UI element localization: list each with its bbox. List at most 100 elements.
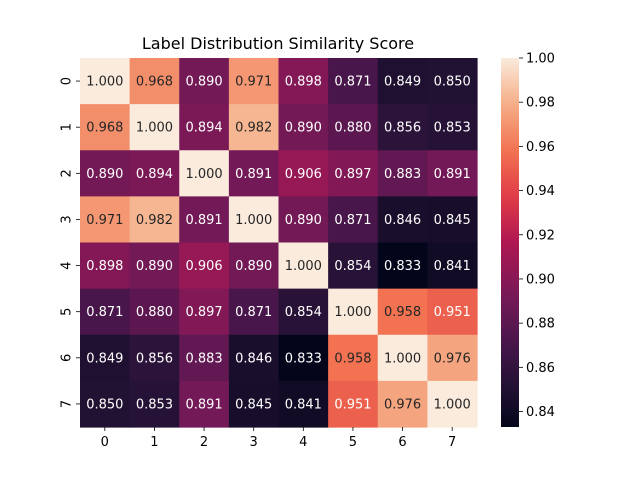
cell-value-label: 0.891 (185, 213, 222, 228)
chart-title: Label Distribution Similarity Score (142, 34, 414, 53)
heatmap-cell (377, 196, 428, 244)
cell-value-label: 0.856 (136, 351, 173, 366)
cell-value-label: 0.880 (334, 121, 371, 136)
heatmap-cell (179, 380, 230, 428)
y-tick-label: 2 (60, 169, 75, 177)
cell-value-label: 0.971 (235, 75, 272, 90)
heatmap-cell (278, 196, 329, 244)
cell-value-label: 0.849 (384, 75, 421, 90)
heatmap-cell (377, 380, 428, 428)
heatmap-cell (80, 334, 131, 382)
cell-value-label: 0.846 (384, 213, 421, 228)
cell-value-label: 0.854 (334, 259, 371, 274)
heatmap-cell (377, 242, 428, 290)
colorbar-tick-label: 1.00 (526, 52, 555, 67)
cell-value-label: 0.906 (285, 167, 322, 182)
cell-value-label: 0.850 (434, 75, 471, 90)
cell-value-label: 0.894 (185, 121, 222, 136)
x-tick-label: 3 (250, 435, 258, 450)
heatmap-cell (228, 334, 280, 382)
cell-value-label: 0.891 (185, 397, 222, 412)
y-tick-label: 5 (60, 308, 75, 316)
x-tick-label: 0 (101, 435, 109, 450)
cell-value-label: 0.968 (86, 121, 123, 136)
heatmap-cell (129, 334, 180, 382)
heatmap-cell (328, 242, 379, 290)
heatmap-cell (129, 104, 180, 151)
cell-value-label: 0.891 (434, 167, 471, 182)
heatmap-cell (328, 58, 379, 105)
cell-value-label: 1.000 (434, 397, 471, 412)
cell-value-label: 1.000 (136, 121, 173, 136)
heatmap-cell (427, 242, 478, 290)
cell-value-label: 0.853 (434, 121, 471, 136)
y-tick-label: 6 (60, 354, 75, 362)
x-axis: 0 1 2 3 4 5 6 7 (101, 427, 456, 450)
heatmap-cell (278, 104, 329, 151)
cell-value-label: 0.871 (86, 305, 123, 320)
y-tick-label: 3 (60, 215, 75, 223)
heatmap-cell (80, 288, 131, 336)
heatmap-cell (278, 288, 329, 336)
heatmap-cell (328, 104, 379, 151)
heatmap-cell (427, 58, 478, 105)
colorbar: 0.84 0.86 0.88 0.90 0.92 0.94 0.96 0.98 1.00 (501, 52, 555, 427)
heatmap-cell (129, 150, 180, 197)
cell-value-label: 0.833 (285, 351, 322, 366)
x-tick-label: 4 (299, 435, 307, 450)
heatmap-cell (179, 150, 230, 197)
y-axis: 0 1 2 3 4 5 6 7 (60, 77, 80, 408)
cell-value-label: 0.853 (136, 397, 173, 412)
heatmap-cell (377, 288, 428, 336)
cell-value-label: 0.871 (334, 213, 371, 228)
heatmap-cell (377, 104, 428, 151)
cell-value-label: 0.976 (384, 397, 421, 412)
heatmap-cell (179, 104, 230, 151)
heatmap-cell (80, 150, 131, 197)
heatmap-cell (228, 196, 280, 244)
heatmap-cell (328, 196, 379, 244)
cell-value-label: 1.000 (384, 351, 421, 366)
cell-value-label: 0.898 (285, 75, 322, 90)
cell-value-label: 0.833 (384, 259, 421, 274)
heatmap-cell (228, 58, 280, 105)
heatmap-cell (179, 242, 230, 290)
cell-value-label: 0.841 (434, 259, 471, 274)
x-tick-label: 6 (398, 435, 406, 450)
heatmap-cell (129, 288, 180, 336)
colorbar-tick-label: 0.98 (526, 96, 555, 111)
colorbar-tick-label: 0.88 (526, 317, 555, 332)
heatmap-cell (427, 380, 478, 428)
x-tick-label: 2 (200, 435, 208, 450)
cell-value-label: 0.849 (86, 351, 123, 366)
cell-value-label: 0.883 (384, 167, 421, 182)
cell-value-label: 0.891 (235, 167, 272, 182)
cell-value-label: 0.894 (136, 167, 173, 182)
heatmap-cell (228, 380, 280, 428)
heatmap-cell (179, 196, 230, 244)
heatmap-cell (377, 334, 428, 382)
colorbar-tick-label: 0.86 (526, 361, 555, 376)
cell-value-label: 0.841 (285, 397, 322, 412)
heatmap-cell (278, 242, 329, 290)
y-tick-label: 4 (60, 261, 75, 269)
cell-value-label: 0.871 (334, 75, 371, 90)
heatmap-cell (328, 150, 379, 197)
cell-value-label: 1.000 (86, 75, 123, 90)
heatmap-cell (179, 334, 230, 382)
cell-value-label: 0.845 (235, 397, 272, 412)
heatmap-cell (278, 150, 329, 197)
cell-value-label: 0.890 (285, 213, 322, 228)
x-tick-label: 7 (448, 435, 456, 450)
heatmap-cell (80, 58, 131, 105)
heatmap-cell (278, 380, 329, 428)
colorbar-tick-label: 0.94 (526, 184, 555, 199)
heatmap-cell (278, 58, 329, 105)
heatmap-cell (427, 196, 478, 244)
heatmap-cell (328, 380, 379, 428)
heatmap-cell (129, 380, 180, 428)
cell-value-label: 0.958 (334, 351, 371, 366)
heatmap-cell (129, 58, 180, 105)
cell-value-label: 0.982 (136, 213, 173, 228)
